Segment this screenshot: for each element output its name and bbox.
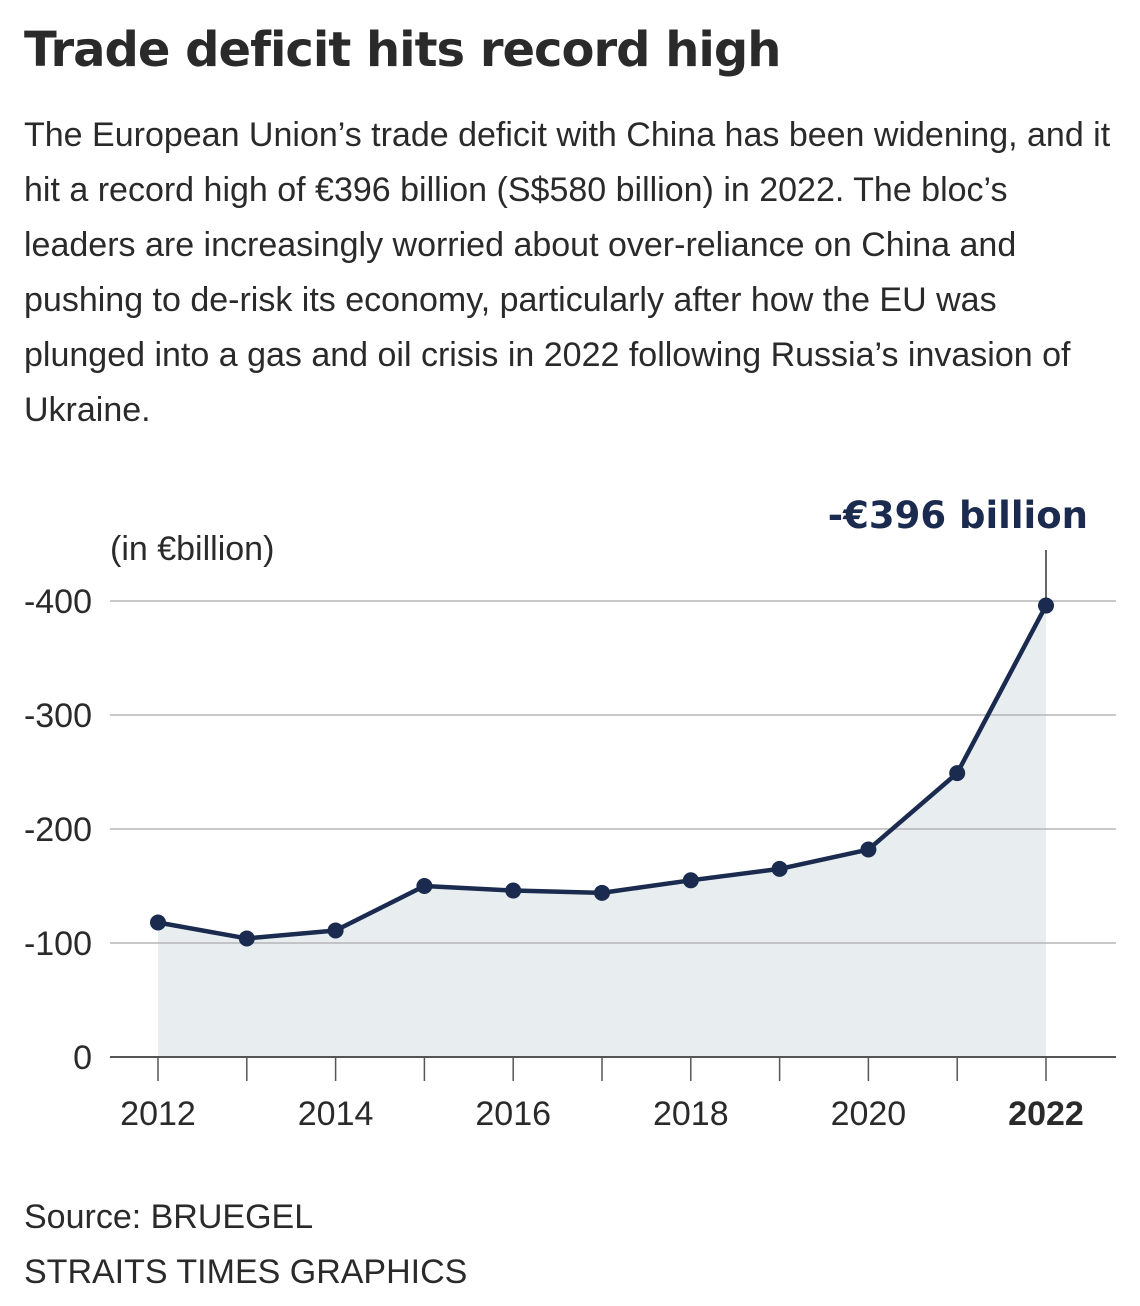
data-point (238, 930, 255, 947)
chart-svg: 0 -100 -200 -300 -400 2012 2014 2016 2018 2020 202… (24, 494, 1116, 1133)
data-point (949, 765, 966, 782)
graphics-credit: STRAITS TIMES GRAPHICS (24, 1253, 468, 1291)
footer: Source: BRUEGEL STRAITS TIMES GRAPHICS (24, 1190, 467, 1300)
data-point (416, 878, 433, 894)
data-point (860, 841, 877, 858)
y-tick-label: -200 (24, 811, 92, 849)
unit-label: (in €billion) (110, 530, 274, 568)
data-point (150, 914, 166, 931)
x-tick-label: 2012 (120, 1095, 196, 1133)
data-point (505, 882, 522, 899)
data-point (682, 872, 699, 889)
chart: 0 -100 -200 -300 -400 2012 2014 2016 2018 2020 202… (0, 470, 1140, 1150)
y-tick-label: -100 (24, 925, 92, 963)
x-tick-label: 2018 (653, 1095, 729, 1133)
y-tick-label: -400 (24, 583, 92, 621)
data-point (771, 860, 788, 877)
x-tick-label: 2020 (831, 1095, 907, 1133)
area-fill (158, 605, 1046, 1057)
data-point (594, 884, 610, 901)
data-point (1038, 597, 1054, 614)
x-tick-label: 2014 (298, 1095, 374, 1133)
source-note: Source: BRUEGEL (24, 1198, 314, 1236)
y-tick-label: 0 (73, 1039, 92, 1077)
y-tick-label: -300 (24, 697, 92, 735)
annotation-label: -€396 billion (828, 494, 1088, 537)
data-point (327, 922, 344, 939)
headline: Trade deficit hits record high (24, 22, 781, 78)
x-tick-label: 2022 (1008, 1095, 1084, 1133)
x-tick-label: 2016 (475, 1095, 551, 1133)
intro-paragraph: The European Union’s trade deficit with … (24, 116, 1111, 429)
